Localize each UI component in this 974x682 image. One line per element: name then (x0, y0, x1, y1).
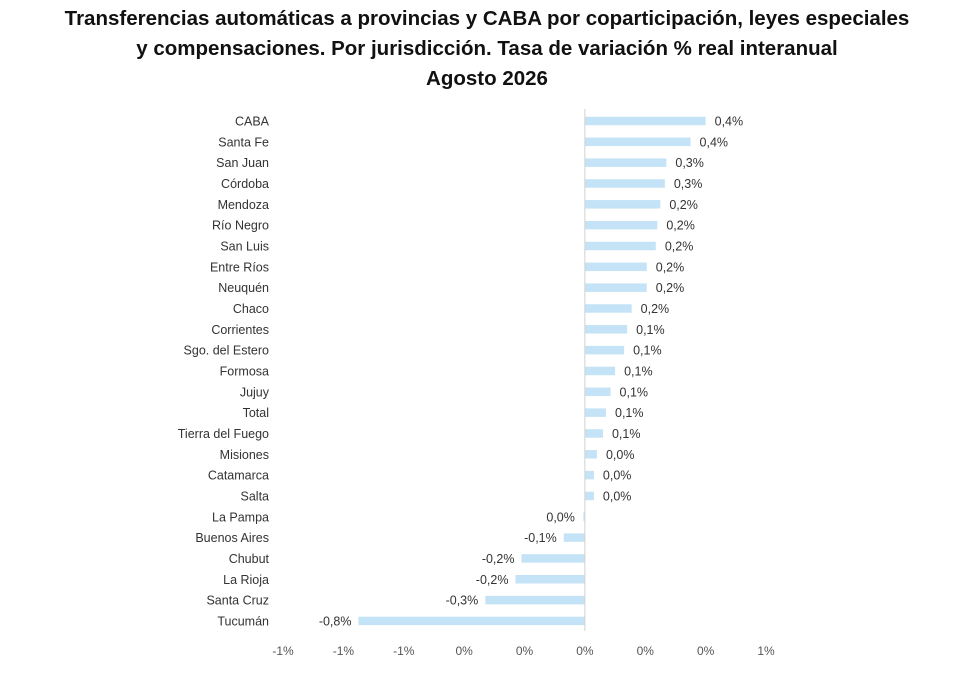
category-label-san-juan: San Juan (216, 156, 269, 170)
x-tick-label: 0% (637, 644, 655, 658)
bar-jujuy (584, 387, 611, 397)
value-label-la-rioja: -0,2% (476, 573, 509, 587)
bar-la-pampa (583, 512, 585, 522)
category-label-entre-rios: Entre Ríos (210, 260, 269, 274)
value-label-jujuy: 0,1% (620, 385, 649, 399)
category-label-santa-cruz: Santa Cruz (206, 594, 269, 608)
category-label-mendoza: Mendoza (218, 198, 269, 212)
category-label-chubut: Chubut (229, 552, 270, 566)
value-label-tucuman: -0,8% (319, 614, 352, 628)
value-label-chubut: -0,2% (482, 552, 515, 566)
category-label-neuquen: Neuquén (218, 281, 269, 295)
value-label-catamarca: 0,0% (603, 469, 632, 483)
value-label-san-luis: 0,2% (665, 239, 694, 253)
chart-title-line-1: Transferencias automáticas a provincias … (64, 7, 910, 30)
bar-chubut (521, 554, 585, 563)
bar-san-juan (584, 158, 667, 167)
bar-corrientes (584, 325, 628, 334)
value-label-la-pampa: 0,0% (546, 510, 575, 524)
bar-entre-rios (584, 262, 647, 272)
chart-title-line-2: y compensaciones. Por jurisdicción. Tasa… (136, 37, 838, 60)
bar-mendoza (584, 200, 661, 209)
category-label-rio-negro: Río Negro (212, 219, 269, 233)
bar-sgo-del-estero (584, 345, 625, 355)
bar-santa-fe (584, 137, 691, 147)
category-label-caba: CABA (235, 115, 270, 129)
value-label-salta: 0,0% (603, 489, 632, 503)
bar-chaco (584, 304, 632, 313)
category-label-tierra-del-fuego: Tierra del Fuego (178, 427, 269, 441)
value-label-formosa: 0,1% (624, 364, 653, 378)
category-label-la-rioja: La Rioja (223, 573, 269, 587)
category-label-corrientes: Corrientes (211, 323, 269, 337)
value-label-sgo-del-estero: 0,1% (633, 344, 662, 358)
bar-tierra-del-fuego (584, 429, 603, 438)
bar-santa-cruz (485, 595, 585, 605)
category-label-total: Total (243, 406, 269, 420)
value-label-misiones: 0,0% (606, 448, 635, 462)
bars-group (358, 116, 706, 626)
bar-salta (584, 491, 594, 501)
value-label-cordoba: 0,3% (674, 177, 703, 191)
value-label-chaco: 0,2% (641, 302, 670, 316)
category-label-la-pampa: La Pampa (212, 510, 269, 524)
x-tick-label: 0% (576, 644, 594, 658)
value-label-rio-negro: 0,2% (666, 219, 695, 233)
bar-rio-negro (584, 220, 658, 230)
value-labels-group: 0,4% 0,4% 0,3% 0,3% 0,2% 0,2% 0,2% 0,2% 0,2% 0,2%… (319, 115, 743, 629)
x-axis-ticks-group: -1% -1% -1% 0% 0% 0% 0% 0% 1% (272, 644, 775, 658)
bar-catamarca (584, 470, 594, 480)
bar-misiones (584, 450, 597, 459)
value-label-corrientes: 0,1% (636, 323, 665, 337)
value-label-tierra-del-fuego: 0,1% (612, 427, 641, 441)
category-labels-group: CABA Santa Fe San Juan Córdoba Mendoza Río Ne… (178, 115, 270, 629)
value-label-santa-fe: 0,4% (700, 135, 729, 149)
category-label-formosa: Formosa (220, 364, 269, 378)
bar-la-rioja (515, 575, 585, 584)
x-tick-label: 1% (757, 644, 775, 658)
category-label-buenos-aires: Buenos Aires (195, 531, 269, 545)
chart-title-line-3: Agosto 2026 (426, 67, 548, 90)
value-label-total: 0,1% (615, 406, 644, 420)
x-tick-label: -1% (272, 644, 294, 658)
category-label-jujuy: Jujuy (240, 385, 270, 399)
value-label-san-juan: 0,3% (675, 156, 704, 170)
bar-total (584, 408, 607, 417)
bar-cordoba (584, 179, 665, 188)
x-tick-label: -1% (333, 644, 355, 658)
category-label-chaco: Chaco (233, 302, 269, 316)
category-label-san-luis: San Luis (220, 239, 269, 253)
category-label-cordoba: Córdoba (221, 177, 269, 191)
category-label-catamarca: Catamarca (208, 469, 269, 483)
value-label-buenos-aires: -0,1% (524, 531, 557, 545)
category-label-sgo-del-estero: Sgo. del Estero (184, 344, 270, 358)
category-label-tucuman: Tucumán (217, 614, 269, 628)
bar-tucuman (358, 616, 585, 626)
category-label-misiones: Misiones (220, 448, 269, 462)
bar-san-luis (584, 241, 656, 251)
value-label-santa-cruz: -0,3% (446, 594, 479, 608)
value-label-neuquen: 0,2% (656, 281, 685, 295)
bar-formosa (584, 366, 616, 376)
category-label-salta: Salta (241, 489, 270, 503)
value-label-mendoza: 0,2% (669, 198, 698, 212)
x-tick-label: 0% (516, 644, 534, 658)
x-tick-label: 0% (455, 644, 473, 658)
value-label-entre-rios: 0,2% (656, 260, 685, 274)
bar-buenos-aires (563, 533, 585, 542)
chart-title: Transferencias automáticas a provincias … (0, 4, 974, 94)
bar-caba (584, 116, 706, 126)
x-tick-label: 0% (697, 644, 715, 658)
bar-neuquen (584, 283, 647, 292)
x-tick-label: -1% (393, 644, 415, 658)
value-label-caba: 0,4% (715, 115, 744, 129)
category-label-santa-fe: Santa Fe (218, 135, 269, 149)
